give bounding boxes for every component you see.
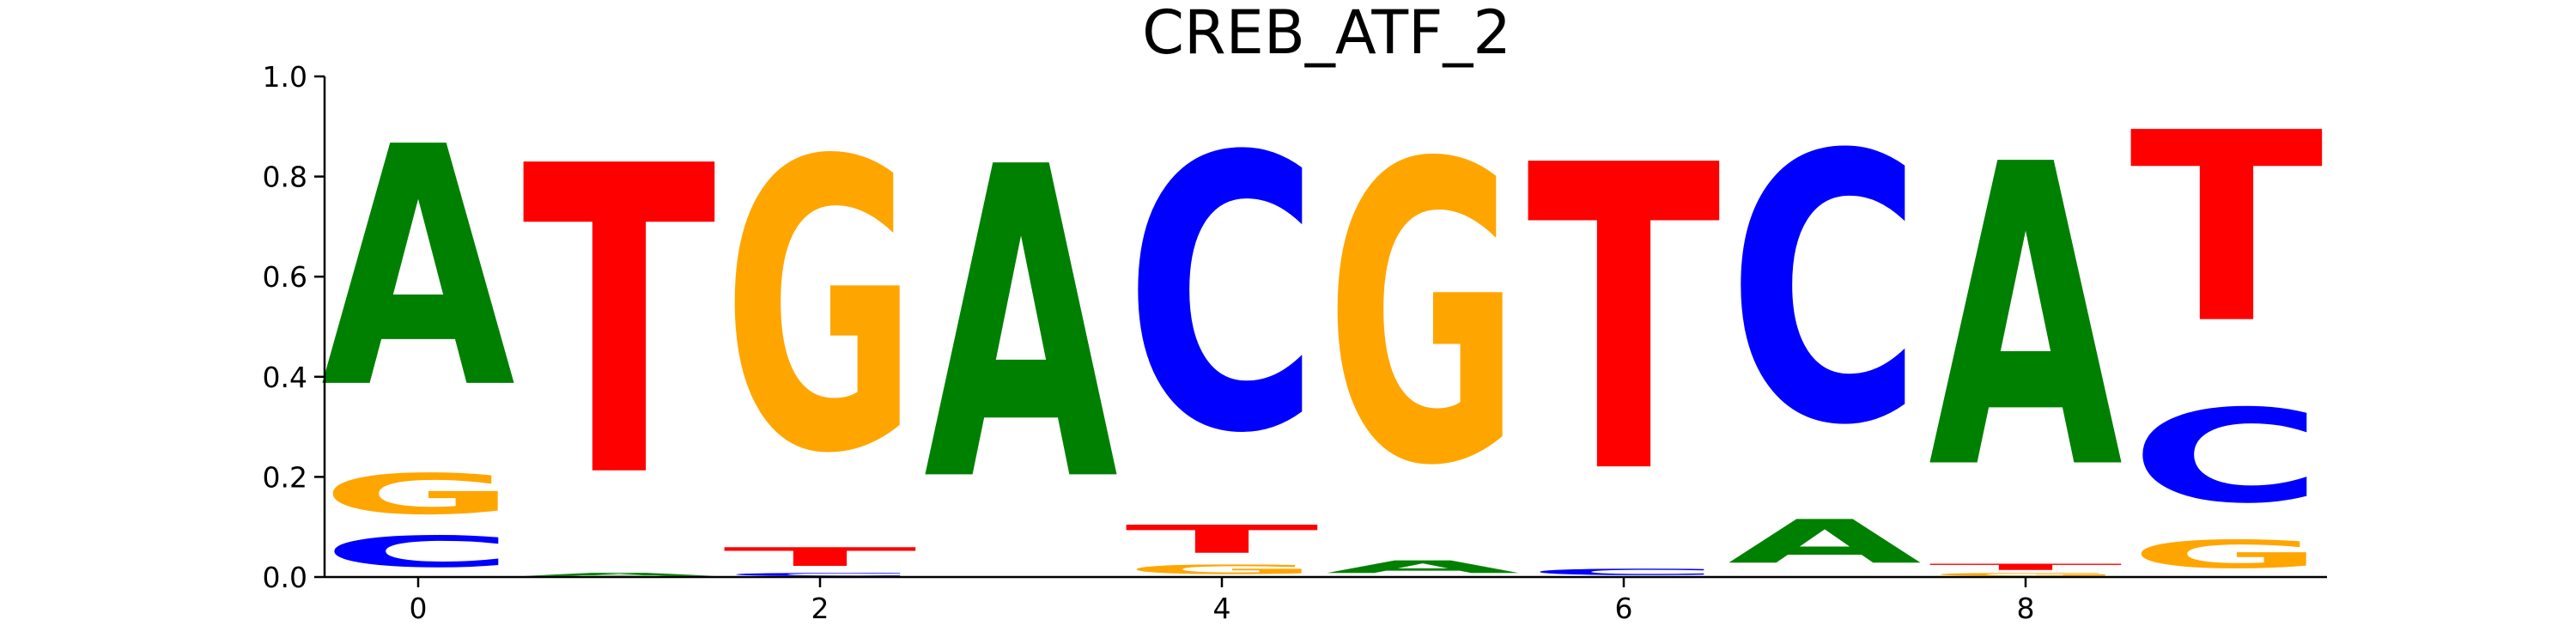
y-tick-label: 1.0 (263, 60, 307, 94)
logo-position-4: GTC (1125, 78, 1319, 577)
logo-position-5: AG (1326, 78, 1520, 577)
logo-letter-T: T (522, 78, 718, 571)
x-tick-label: 0 (410, 592, 428, 625)
logo-letter-T: T (1929, 562, 2123, 573)
logo-letter-G: G (2129, 532, 2324, 577)
logo-letter-A: A (522, 572, 716, 577)
logo-letter-T: T (723, 542, 917, 572)
logo-letter-C: C (1728, 77, 1922, 505)
logo-letter-A: A (1326, 557, 1520, 577)
x-tick-label: 4 (1213, 592, 1231, 625)
logo-position-6: CT (1527, 78, 1722, 577)
logo-position-9: GCT (2129, 77, 2325, 577)
logo-letter-G: G (1326, 78, 1520, 556)
y-tick-label: 0.8 (263, 161, 307, 194)
logo-letter-T: T (1527, 78, 1722, 566)
logo-letter-C: C (321, 527, 515, 577)
logo-letter-C: C (723, 572, 917, 577)
logo-letter-G: G (723, 77, 917, 541)
logo-letter-G: G (321, 462, 515, 526)
logo-letter-C: C (1527, 567, 1721, 577)
x-tick-label: 8 (2017, 592, 2035, 625)
logo-letter-C: C (1125, 78, 1319, 516)
logo-letter-T: T (1125, 517, 1319, 562)
logo-position-1: AT (522, 78, 718, 577)
logo-letter-T: T (2129, 77, 2325, 381)
logo-letter-A: A (924, 78, 1120, 576)
y-tick-label: 0.6 (263, 260, 307, 294)
logo-position-0: CGA (321, 78, 517, 577)
logo-position-7: AC (1728, 77, 1922, 577)
logo-letter-G: G (1125, 562, 1319, 577)
logo-position-3: A (924, 78, 1120, 576)
y-tick-label: 0.4 (263, 361, 307, 394)
logo-letter-A: A (1728, 507, 1922, 577)
logo-letter-G: G (1929, 572, 2123, 577)
chart-title: CREB_ATF_2 (1142, 0, 1511, 68)
logo-letter-A: A (321, 78, 517, 461)
y-tick-label: 0.2 (263, 460, 307, 494)
x-axis: 0 2 4 6 8 (325, 575, 2327, 625)
logo-position-8: GTA (1929, 78, 2124, 577)
y-tick-label: 0.0 (263, 561, 307, 594)
x-tick-label: 2 (811, 592, 829, 625)
logo-letter-A: A (1929, 78, 2124, 562)
logo-letter-C: C (2129, 382, 2324, 532)
x-tick-label: 6 (1615, 592, 1633, 625)
y-axis: 0.0 0.2 0.4 0.6 0.8 1.0 (263, 60, 326, 594)
logo-position-2: CTG (723, 77, 917, 577)
